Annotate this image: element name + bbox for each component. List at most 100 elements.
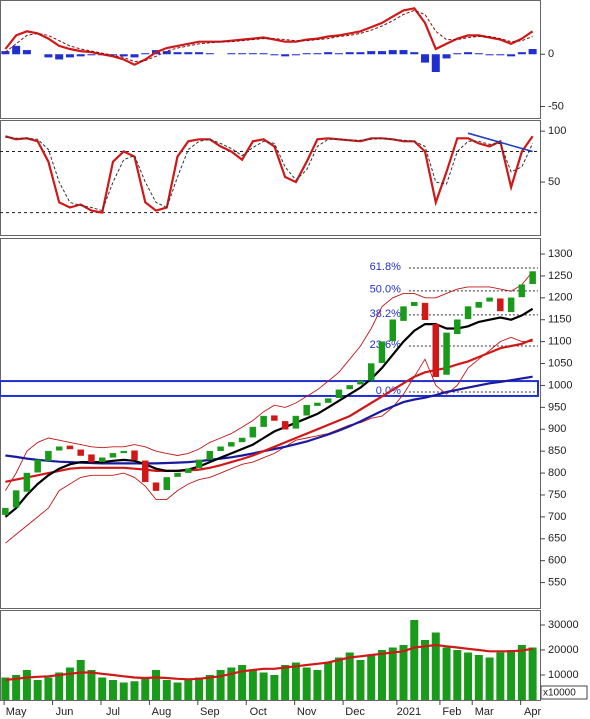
- histogram-bar: [302, 53, 311, 55]
- histogram-bar: [485, 54, 494, 56]
- y-tick-label: 1100: [548, 336, 572, 348]
- candle-body: [324, 398, 332, 403]
- candle-body: [443, 332, 450, 375]
- volume-bar: [119, 682, 128, 700]
- candle-body: [335, 389, 343, 398]
- volume-bar: [388, 647, 397, 700]
- y-tick-label: 600: [548, 555, 566, 567]
- candle-body: [23, 472, 31, 492]
- volume-bar: [238, 665, 247, 700]
- y-tick-label: 1200: [548, 292, 572, 304]
- volume-bar: [517, 645, 526, 700]
- histogram-bar: [173, 52, 182, 55]
- candle-body: [206, 450, 214, 460]
- indicator-line: [4, 307, 534, 518]
- volume-bar: [12, 675, 21, 700]
- x-tick-label: Jun: [56, 706, 74, 718]
- histogram-bar: [388, 50, 397, 55]
- histogram-bar: [442, 54, 451, 59]
- candle-body: [131, 450, 138, 461]
- candle-body: [12, 490, 20, 508]
- volume-bar: [33, 680, 42, 700]
- volume-bar: [108, 680, 117, 700]
- y-tick-label: 1000: [548, 379, 572, 391]
- candle-body: [432, 323, 440, 377]
- y-tick-label: 1150: [548, 314, 572, 326]
- indicator-line: [5, 643, 533, 682]
- histogram-bar: [22, 50, 31, 55]
- candle-body: [400, 306, 407, 321]
- volume-bar: [184, 680, 193, 700]
- histogram-bar: [431, 54, 440, 73]
- candle-body: [2, 507, 9, 515]
- candle-body: [260, 415, 267, 427]
- volume-bar: [453, 650, 462, 700]
- y-tick-label: 950: [548, 401, 566, 413]
- indicator-line: [5, 271, 533, 491]
- volume-bar: [442, 647, 451, 700]
- y-tick-label: 850: [548, 445, 566, 457]
- histogram-bar: [334, 53, 343, 55]
- candle-body: [303, 404, 310, 416]
- volume-bar: [464, 652, 473, 700]
- volume-bar: [291, 662, 300, 700]
- candle-body: [98, 457, 106, 462]
- panel-frame: [0, 610, 541, 701]
- candle-body: [195, 459, 203, 469]
- x-tick-label: Jul: [106, 706, 120, 718]
- volume-bar: [173, 682, 182, 700]
- x-tick-label: Aug: [152, 706, 172, 718]
- volume-bar: [152, 670, 161, 700]
- volume-bar: [76, 660, 85, 700]
- histogram-bar: [313, 53, 322, 55]
- candle-body: [389, 319, 396, 342]
- volume-bar: [44, 677, 53, 700]
- candle-body: [142, 460, 149, 483]
- histogram-bar: [474, 53, 483, 55]
- volume-bar: [431, 632, 440, 700]
- panel-frame: [0, 238, 541, 609]
- y-tick-label: 1250: [548, 270, 572, 282]
- histogram-bar: [205, 53, 214, 55]
- y-tick-label: 100: [548, 125, 566, 137]
- volume-bar: [55, 672, 64, 700]
- histogram-bar: [453, 53, 462, 55]
- candle-body: [77, 449, 84, 456]
- indicator-line: [5, 9, 533, 63]
- candle-body: [486, 297, 493, 302]
- candle-body: [217, 446, 224, 451]
- volume-bar: [162, 680, 171, 700]
- histogram-bar: [281, 54, 290, 57]
- y-tick-label: 20000: [548, 644, 579, 656]
- x-tick-label: Oct: [250, 706, 267, 718]
- y-tick-label: -50: [548, 100, 564, 112]
- volume-bar: [22, 670, 31, 700]
- histogram-bar: [410, 52, 419, 55]
- histogram-bar: [195, 52, 204, 55]
- candle-body: [238, 437, 246, 443]
- histogram-bar: [65, 54, 74, 58]
- volume-bar: [377, 650, 386, 700]
- candle-body: [174, 472, 181, 477]
- histogram-bar: [119, 54, 128, 57]
- histogram-bar: [162, 51, 171, 55]
- volume-bar: [227, 667, 236, 700]
- volume-bar: [259, 672, 268, 700]
- y-tick-label: 30000: [548, 619, 579, 631]
- volume-bar: [281, 665, 290, 700]
- volume-bar: [421, 640, 430, 700]
- candle-body: [109, 453, 117, 458]
- fib-label: 61.8%: [370, 261, 401, 273]
- x-tick-label: Apr: [524, 706, 541, 718]
- histogram-bar: [507, 54, 516, 57]
- volume-bar: [496, 652, 505, 700]
- y-tick-label: 900: [548, 423, 566, 435]
- y-tick-label: 10000: [548, 669, 579, 681]
- unit-box: [540, 685, 588, 700]
- trendline: [467, 132, 533, 153]
- candle-body: [271, 415, 278, 421]
- histogram-bar: [517, 52, 526, 55]
- candle-body: [228, 442, 235, 447]
- candle-body: [292, 415, 300, 429]
- candle-body: [411, 301, 418, 306]
